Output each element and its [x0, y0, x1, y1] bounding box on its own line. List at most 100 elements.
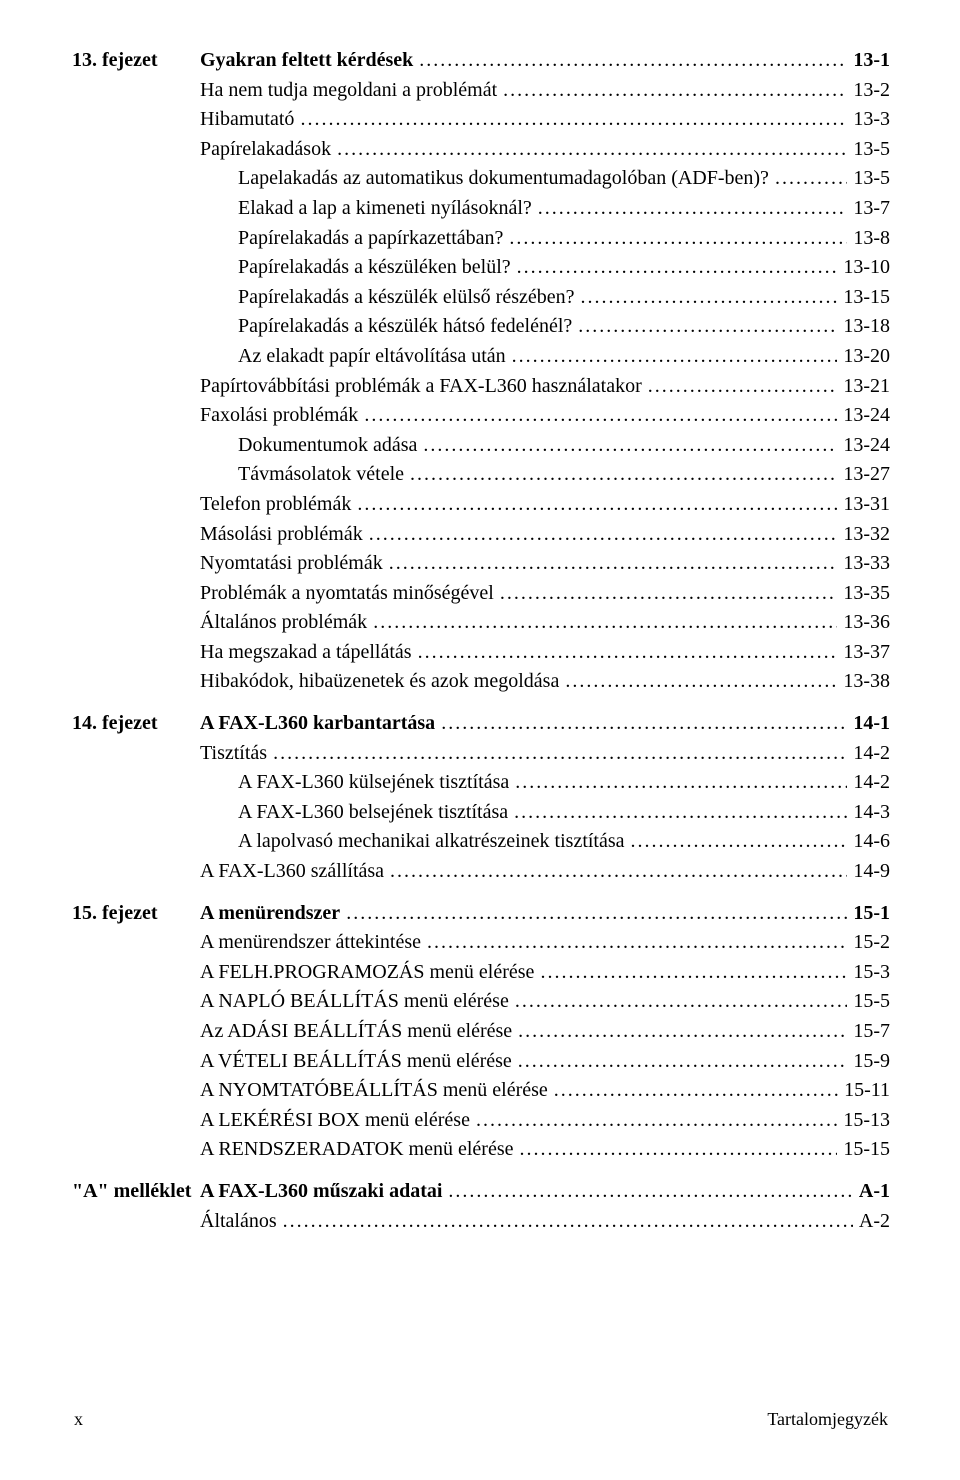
toc-entry: A FELH.PROGRAMOZÁS menü elérése15-3: [72, 958, 890, 988]
toc-entry-text: Lapelakadás az automatikus dokumentumada…: [200, 164, 769, 194]
toc-entry-text: A NYOMTATÓBEÁLLÍTÁS menü elérése: [200, 1076, 548, 1106]
toc-entry-page: 13-21: [843, 372, 890, 402]
toc-entry-page: 15-3: [853, 958, 890, 988]
toc-entry-text: Papírtovábbítási problémák a FAX-L360 ha…: [200, 372, 642, 402]
toc-entry-text: A FAX-L360 belsejének tisztítása: [200, 798, 508, 828]
toc-entry-page: 13-36: [843, 608, 890, 638]
toc-entry-page: 15-7: [853, 1017, 890, 1047]
toc-entry-text: Ha megszakad a tápellátás: [200, 638, 412, 668]
toc-entry-text: Az ADÁSI BEÁLLÍTÁS menü elérése: [200, 1017, 512, 1047]
toc-entry-page: 13-24: [843, 401, 890, 431]
toc-entry-text: Dokumentumok adása: [200, 431, 417, 461]
footer-title: Tartalomjegyzék: [767, 1406, 888, 1433]
toc-entry: Ha nem tudja megoldani a problémát13-2: [72, 76, 890, 106]
toc-entry: Papírelakadás a készülék hátsó fedelénél…: [72, 312, 890, 342]
toc-entry-page: 15-15: [843, 1135, 890, 1165]
toc-chapter: "A" mellékletA FAX-L360 műszaki adataiA-…: [72, 1177, 890, 1236]
toc-entry: A NYOMTATÓBEÁLLÍTÁS menü elérése15-11: [72, 1076, 890, 1106]
chapter-title: A FAX-L360 karbantartása: [200, 709, 435, 739]
toc-entry: Papírelakadás a papírkazettában?13-8: [72, 224, 890, 254]
chapter-label: "A" melléklet: [72, 1177, 200, 1207]
toc-entry: Papírelakadások13-5: [72, 135, 890, 165]
page-number: x: [74, 1406, 83, 1433]
toc-entry: Távmásolatok vétele13-27: [72, 460, 890, 490]
toc-entry-text: Általános: [200, 1207, 277, 1237]
toc-entry: A menürendszer áttekintése 15-2: [72, 928, 890, 958]
toc-chapter-header: 15. fejezetA menürendszer 15-1: [72, 899, 890, 929]
toc-chapter-header: 13. fejezetGyakran feltett kérdések13-1: [72, 46, 890, 76]
chapter-label: 15. fejezet: [72, 899, 200, 929]
dot-leaders: [519, 1135, 837, 1165]
toc-entry-text: Papírelakadás a készüléken belül?: [200, 253, 511, 283]
dot-leaders: [357, 490, 837, 520]
toc-entry-page: 13-3: [853, 105, 890, 135]
chapter-page: 15-1: [853, 899, 890, 929]
dot-leaders: [631, 827, 848, 857]
dot-leaders: [300, 105, 847, 135]
toc-entry-page: 14-2: [853, 739, 890, 769]
dot-leaders: [441, 709, 847, 739]
toc-entry-page: 13-33: [843, 549, 890, 579]
dot-leaders: [448, 1177, 852, 1207]
toc-entry-text: A RENDSZERADATOK menü elérése: [200, 1135, 513, 1165]
dot-leaders: [538, 194, 848, 224]
toc-entry: A lapolvasó mechanikai alkatrészeinek ti…: [72, 827, 890, 857]
chapter-title: A menürendszer: [200, 899, 340, 929]
toc-entry-page: A-2: [859, 1207, 890, 1237]
dot-leaders: [283, 1207, 853, 1237]
toc-entry-text: Távmásolatok vétele: [200, 460, 404, 490]
dot-leaders: [373, 608, 837, 638]
toc-chapter: 15. fejezetA menürendszer15-1A menürends…: [72, 899, 890, 1165]
dot-leaders: [540, 958, 847, 988]
toc-entry-page: 13-5: [853, 164, 890, 194]
toc-entry-text: Tisztítás: [200, 739, 267, 769]
dot-leaders: [390, 857, 847, 887]
toc-entry-text: A FAX-L360 szállítása: [200, 857, 384, 887]
toc-entry-text: Papírelakadás a készülék hátsó fedelénél…: [200, 312, 572, 342]
toc-entry: Hibamutató13-3: [72, 105, 890, 135]
toc-entry: Faxolási problémák 13-24: [72, 401, 890, 431]
toc-entry: A LEKÉRÉSI BOX menü elérése15-13: [72, 1106, 890, 1136]
dot-leaders: [514, 798, 847, 828]
toc-entry-text: Papírelakadás a papírkazettában?: [200, 224, 503, 254]
toc-entry-page: 13-31: [843, 490, 890, 520]
toc-entry-text: A FAX-L360 külsejének tisztítása: [200, 768, 509, 798]
chapter-page: 13-1: [853, 46, 890, 76]
toc-chapter: 14. fejezetA FAX-L360 karbantartása14-1T…: [72, 709, 890, 887]
chapter-label: 13. fejezet: [72, 46, 200, 76]
dot-leaders: [369, 520, 838, 550]
toc-entry: Ha megszakad a tápellátás13-37: [72, 638, 890, 668]
toc-entry-text: Faxolási problémák: [200, 401, 358, 431]
toc-entry-page: 15-2: [853, 928, 890, 958]
chapter-page: A-1: [859, 1177, 890, 1207]
dot-leaders: [273, 739, 847, 769]
toc-entry-text: Papírelakadások: [200, 135, 331, 165]
chapter-page: 14-1: [853, 709, 890, 739]
dot-leaders: [476, 1106, 837, 1136]
toc-chapter-header: "A" mellékletA FAX-L360 műszaki adataiA-…: [72, 1177, 890, 1207]
toc-entry-text: Papírelakadás a készülék elülső részében…: [200, 283, 575, 313]
toc-entry-page: 13-32: [843, 520, 890, 550]
dot-leaders: [578, 312, 837, 342]
toc-entry-page: 13-20: [843, 342, 890, 372]
toc-entry: Papírelakadás a készülék elülső részében…: [72, 283, 890, 313]
toc-entry: A VÉTELI BEÁLLÍTÁS menü elérése15-9: [72, 1047, 890, 1077]
toc-entry-page: 14-9: [853, 857, 890, 887]
toc-entry: Általános A-2: [72, 1207, 890, 1237]
toc-entry-page: 15-13: [843, 1106, 890, 1136]
toc-entry-page: 13-10: [843, 253, 890, 283]
toc-entry-page: 14-3: [853, 798, 890, 828]
toc-entry-text: Problémák a nyomtatás minőségével: [200, 579, 494, 609]
toc-entry-text: A menürendszer áttekintése: [200, 928, 421, 958]
toc-entry: A FAX-L360 belsejének tisztítása 14-3: [72, 798, 890, 828]
toc-entry-page: 13-15: [843, 283, 890, 313]
toc-entry-page: 14-2: [853, 768, 890, 798]
dot-leaders: [418, 638, 838, 668]
toc-entry: Dokumentumok adása13-24: [72, 431, 890, 461]
toc-entry: A NAPLÓ BEÁLLÍTÁS menü elérése15-5: [72, 987, 890, 1017]
dot-leaders: [554, 1076, 838, 1106]
dot-leaders: [419, 46, 847, 76]
toc-entry: Hibakódok, hibaüzenetek és azok megoldás…: [72, 667, 890, 697]
dot-leaders: [337, 135, 847, 165]
toc-entry-page: 15-5: [853, 987, 890, 1017]
